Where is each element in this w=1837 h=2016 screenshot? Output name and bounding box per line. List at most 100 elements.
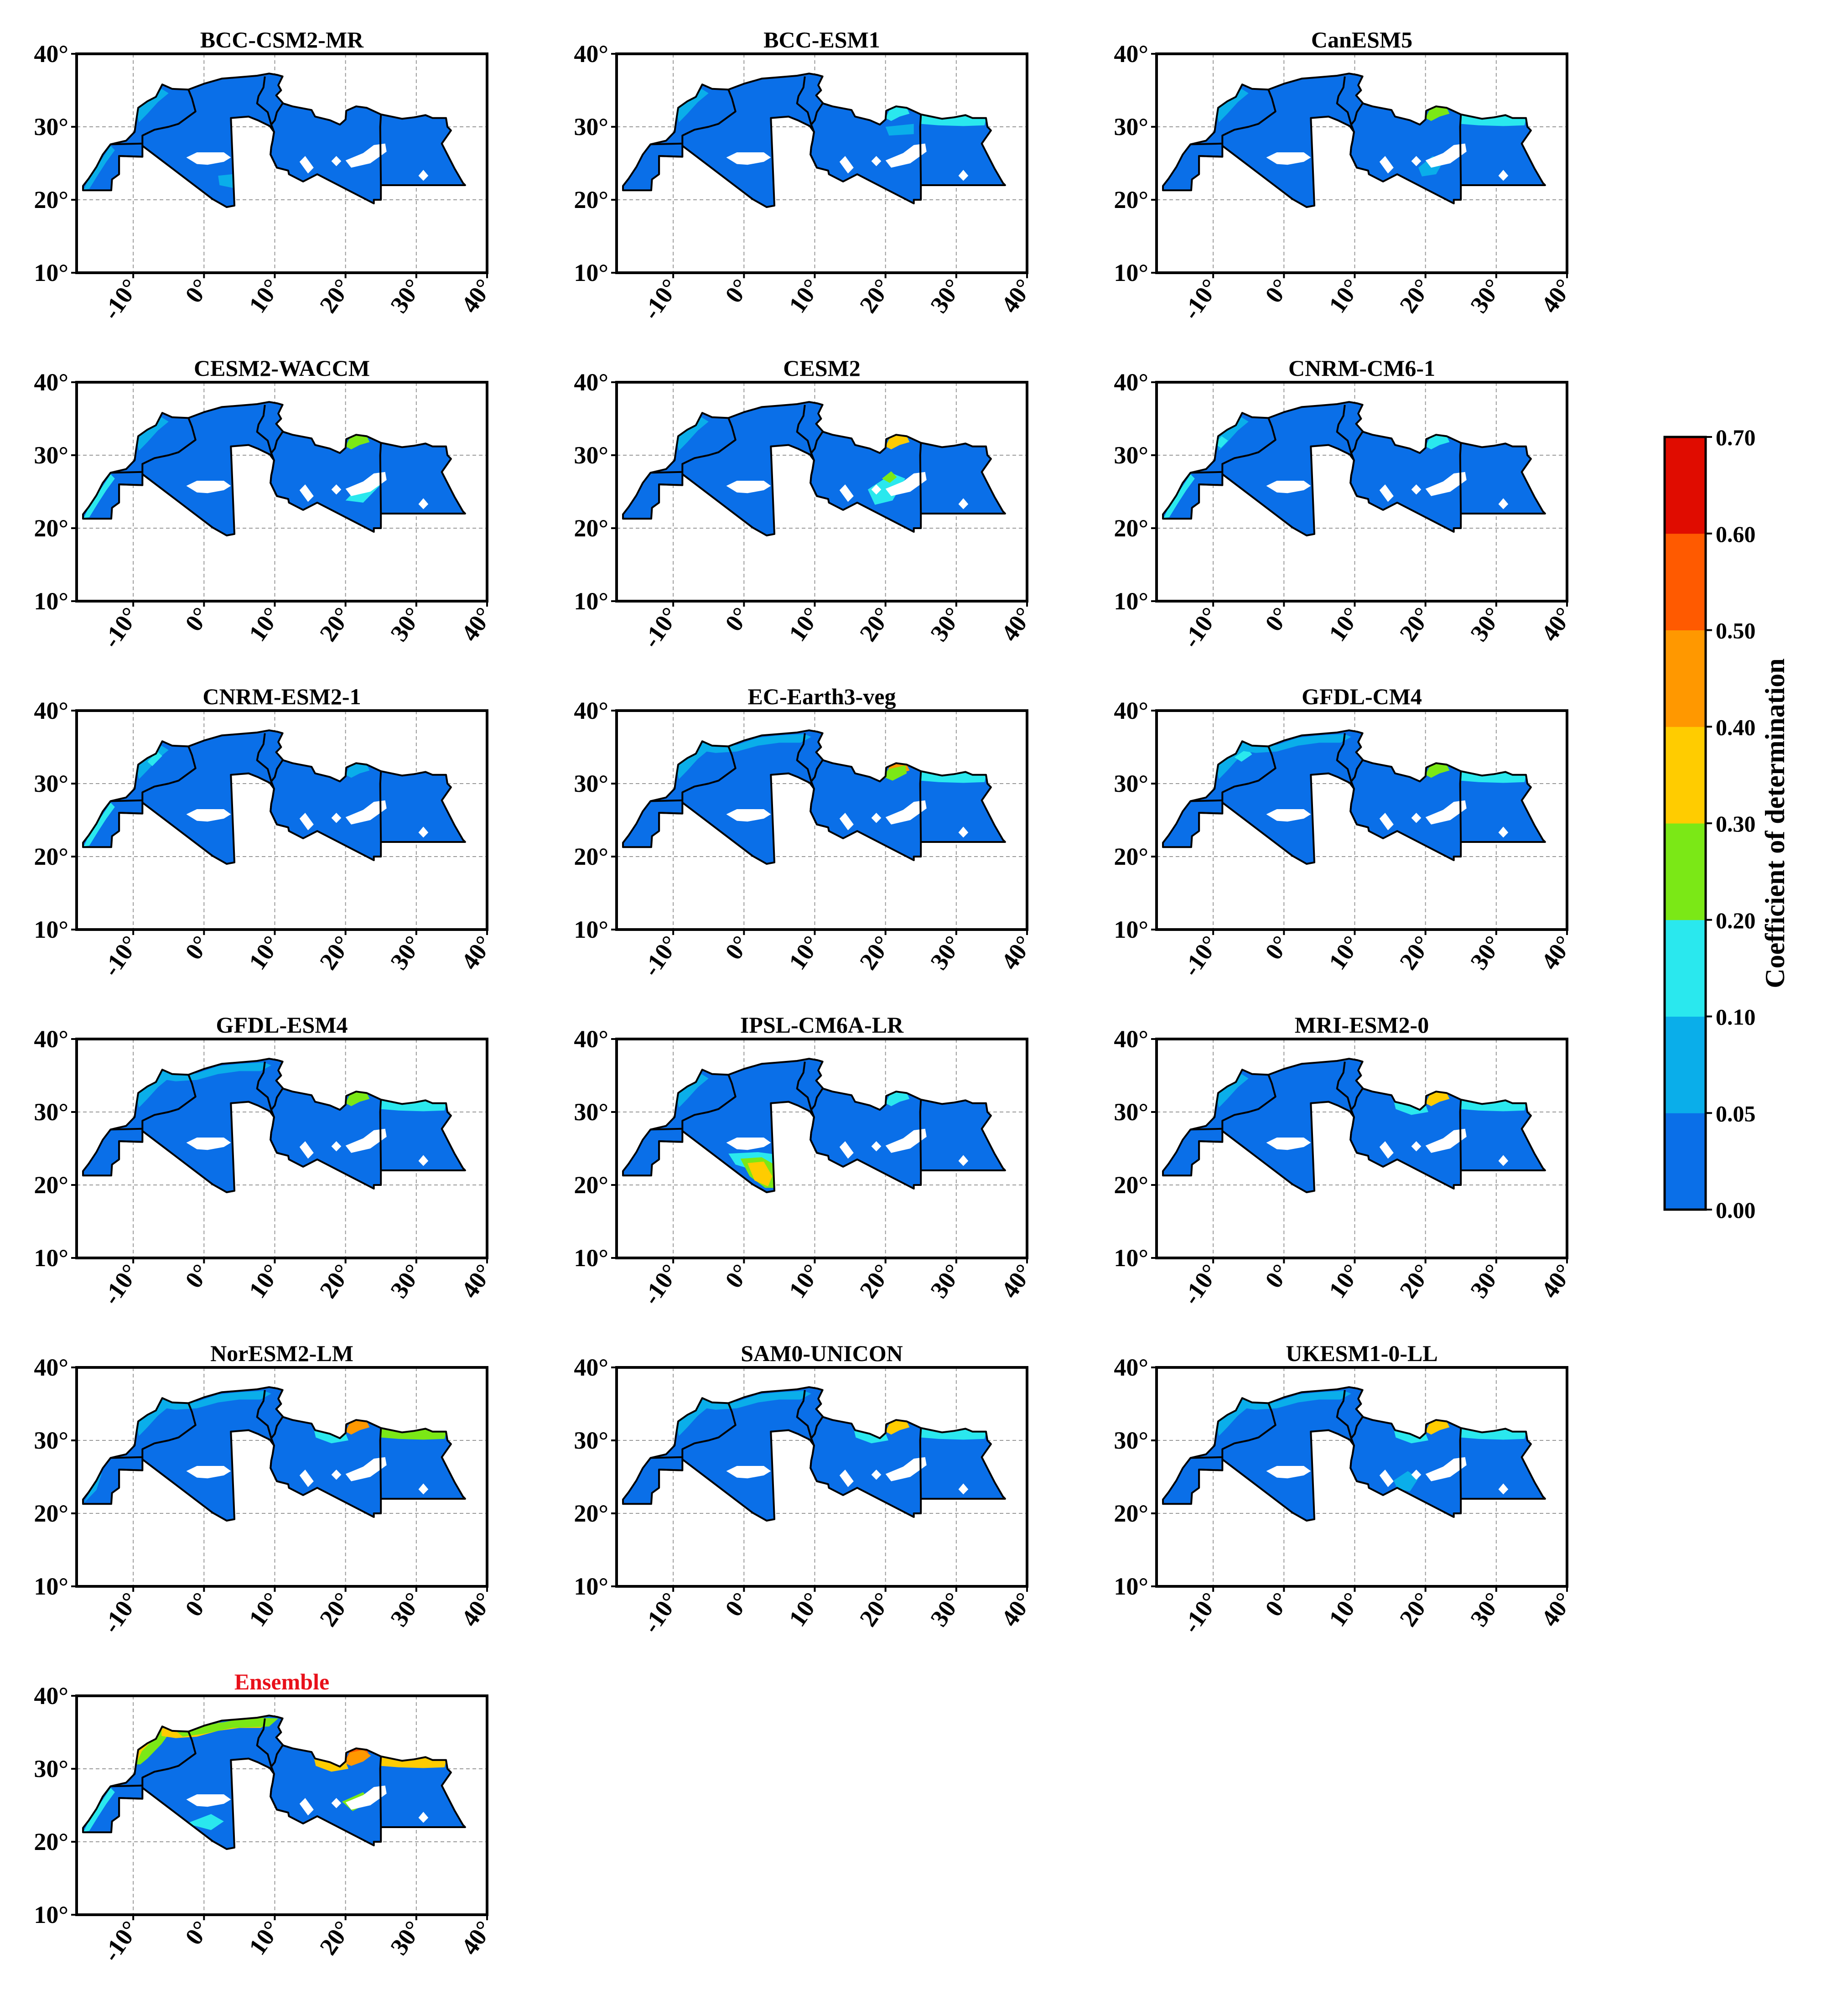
y-tick-label: 20° <box>34 1828 68 1855</box>
y-tick-label: 40° <box>34 1682 68 1709</box>
colorbar-tick-label: 0.70 <box>1716 425 1756 450</box>
y-tick-label: 20° <box>34 1171 68 1199</box>
x-tick-label: 40° <box>1536 1587 1578 1631</box>
missing-data-area <box>186 152 231 165</box>
x-tick-label: 0° <box>1260 1587 1295 1621</box>
y-tick-label: 40° <box>574 697 608 724</box>
country-border <box>110 142 143 145</box>
region-fill <box>1163 1387 1545 1521</box>
missing-data-area <box>186 1466 231 1479</box>
map-panel: Ensemble 40° 30° 20° 10° -10° 0° 10° 20° 30° 40° <box>34 1669 498 1967</box>
value-area <box>1163 474 1195 518</box>
plot-frame <box>75 709 488 931</box>
missing-data-area <box>253 142 262 151</box>
missing-data-area <box>418 498 429 509</box>
x-tick-label: 30° <box>385 1587 427 1631</box>
country-border <box>919 772 922 842</box>
value-area <box>147 751 162 766</box>
colorbar-tick-label: 0.00 <box>1716 1197 1756 1223</box>
missing-data-area <box>1498 170 1509 181</box>
country-border <box>270 759 284 782</box>
x-tick-label: 40° <box>456 1587 498 1631</box>
x-tick-label: 30° <box>1465 274 1507 317</box>
country-border <box>110 471 143 474</box>
country-border <box>919 1429 922 1499</box>
y-tick-label: 20° <box>34 843 68 870</box>
value-area <box>1425 763 1450 778</box>
country-border <box>1190 471 1223 474</box>
y-tick-label: 30° <box>574 1098 608 1126</box>
map-panel: CESM2-WACCM 40° 30° 20° 10° -10° 0° 10° 20° 30° 40… <box>34 355 498 653</box>
value-area <box>345 1091 370 1107</box>
country-border <box>796 1061 829 1157</box>
missing-data-area <box>186 481 231 494</box>
missing-data-area <box>1411 1470 1422 1480</box>
y-tick-label: 30° <box>1114 1098 1148 1126</box>
y-tick-label: 20° <box>1114 514 1148 542</box>
region-fill <box>1163 402 1545 535</box>
map-panel: CNRM-ESM2-1 40° 30° 20° 10° -10° 0° 10° 20° 30° 40… <box>34 684 498 982</box>
y-tick-label: 30° <box>34 113 68 140</box>
map-panel: GFDL-CM4 40° 30° 20° 10° -10° 0° 10° 20° 30° 40° <box>1114 684 1578 982</box>
y-tick-label: 10° <box>574 1244 608 1272</box>
country-border <box>379 443 382 514</box>
panel-title: NorESM2-LM <box>210 1341 353 1366</box>
y-tick-label: 40° <box>1114 40 1148 68</box>
x-tick-label: 20° <box>314 274 357 317</box>
plot-frame <box>75 1366 488 1588</box>
missing-data-area <box>331 1141 342 1152</box>
missing-data-area <box>793 799 802 808</box>
x-tick-label: 40° <box>456 274 498 317</box>
x-tick-label: 20° <box>1394 1259 1437 1303</box>
missing-data-area <box>726 1138 771 1150</box>
x-tick-label: 30° <box>925 1587 967 1631</box>
missing-data-area <box>253 799 262 808</box>
y-tick-label: 40° <box>34 1354 68 1381</box>
missing-data-area <box>1333 1127 1342 1136</box>
missing-data-area <box>1266 1466 1311 1479</box>
country-border <box>270 103 284 125</box>
country-border <box>1221 89 1277 146</box>
country-border <box>1198 812 1223 831</box>
y-tick-label: 20° <box>34 514 68 542</box>
y-tick-label: 10° <box>1114 587 1148 615</box>
missing-data-area <box>885 1128 927 1153</box>
region-fill <box>1163 1059 1545 1192</box>
y-tick-label: 30° <box>34 442 68 469</box>
country-border <box>256 405 289 500</box>
region-outline <box>82 73 466 208</box>
country-border <box>1336 405 1369 500</box>
plot-frame <box>1155 52 1568 274</box>
y-tick-label: 40° <box>574 1025 608 1053</box>
y-tick-label: 20° <box>574 1171 608 1199</box>
missing-data-area <box>253 470 262 479</box>
x-tick-label: 0° <box>1260 274 1295 307</box>
x-tick-label: -10° <box>1177 930 1224 981</box>
missing-data-area <box>299 156 314 174</box>
x-tick-label: 0° <box>180 1259 215 1293</box>
region-outline <box>1162 1058 1546 1193</box>
panel-title: BCC-ESM1 <box>763 27 880 52</box>
missing-data-area <box>186 1794 231 1807</box>
region-outline <box>82 1058 466 1193</box>
value-area <box>83 474 115 518</box>
country-border <box>1190 1456 1223 1459</box>
y-tick-label: 40° <box>1114 1025 1148 1053</box>
region-fill <box>623 402 1005 535</box>
region-fill <box>83 1387 465 1521</box>
y-tick-label: 30° <box>574 770 608 797</box>
value-area <box>136 1730 170 1765</box>
missing-data-area <box>726 481 771 494</box>
missing-data-area <box>839 1141 854 1159</box>
y-tick-label: 10° <box>1114 1244 1148 1272</box>
region-outline <box>1162 1386 1546 1522</box>
country-border <box>1198 155 1223 174</box>
missing-data-area <box>299 1141 314 1159</box>
x-tick-label: 40° <box>996 274 1038 317</box>
country-border <box>379 1757 382 1828</box>
country-border <box>118 1469 143 1488</box>
plot-frame <box>75 381 488 603</box>
y-tick-label: 20° <box>34 1500 68 1527</box>
map-panel: IPSL-CM6A-LR 40° 30° 20° 10° -10° 0° 10° 20° 30° 4… <box>574 1012 1038 1310</box>
y-tick-label: 20° <box>574 186 608 213</box>
